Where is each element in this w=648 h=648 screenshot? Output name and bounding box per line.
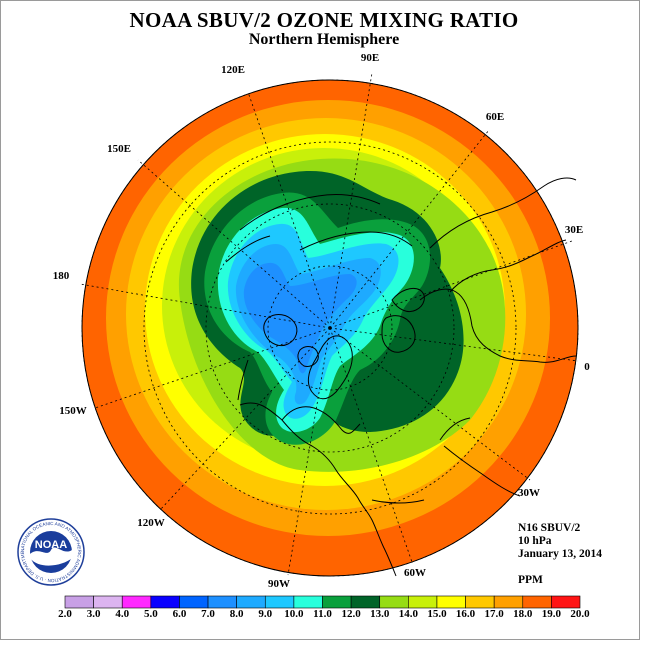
colorbar-swatch <box>264 595 295 609</box>
image-frame <box>0 0 640 640</box>
pressure-level-label: 10 hPa <box>518 535 552 547</box>
colorbar-swatch <box>493 595 524 609</box>
colorbar-tick-label: 17.0 <box>484 608 504 620</box>
colorbar-tick-label: 15.0 <box>427 608 447 620</box>
lon-label-30e: 30E <box>565 224 583 236</box>
colorbar-tick-labels: 2.0 3.0 4.0 5.0 6.0 7.0 8.0 9.0 10.0 11.0 12.0 13.0… <box>0 608 648 622</box>
colorbar-tick-label: 18.0 <box>513 608 533 620</box>
coastlines <box>225 177 577 577</box>
colorbar-tick-label: 10.0 <box>284 608 304 620</box>
colorbar-tick-label: 12.0 <box>341 608 361 620</box>
colorbar-tick-label: 16.0 <box>455 608 476 620</box>
colorbar-tick-label: 2.0 <box>58 608 72 620</box>
colorbar-swatch <box>121 595 152 609</box>
colorbar-tick-label: 8.0 <box>229 608 244 620</box>
colorbar-tick-label: 13.0 <box>370 608 390 620</box>
lon-label-180: 180 <box>53 270 70 282</box>
colorbar-tick-label: 19.0 <box>541 608 561 620</box>
lon-label-60e: 60E <box>486 111 504 123</box>
colorbar-swatch <box>522 595 552 609</box>
colorbar-tick-label: 5.0 <box>143 608 158 620</box>
colorbar-swatch <box>93 595 123 609</box>
lon-label-0: 0 <box>584 361 590 373</box>
colorbar-swatch <box>150 595 180 609</box>
longitude-labels: 90E 60E 30E 0 30W 60W 90W 120W 150W 180 … <box>53 52 591 590</box>
lon-label-120e: 120E <box>221 64 245 76</box>
lon-label-150w: 150W <box>59 405 87 417</box>
lon-label-60w: 60W <box>404 567 426 579</box>
colorbar-swatch <box>64 595 94 609</box>
colorbar-tick-label: 11.0 <box>313 608 332 620</box>
logo-center-text: NOAA <box>35 539 67 551</box>
lon-label-120w: 120W <box>137 517 165 529</box>
colorbar <box>64 595 581 609</box>
colorbar-tick-label: 6.0 <box>172 608 187 620</box>
colorbar-tick-label: 3.0 <box>86 608 101 620</box>
contour-band-7 <box>243 262 357 374</box>
colorbar-swatch <box>436 595 466 609</box>
map-boundary <box>81 79 579 577</box>
colorbar-swatch <box>236 595 266 609</box>
colorbar-swatch <box>322 595 352 609</box>
colorbar-swatch <box>179 595 209 609</box>
colorbar-tick-label: 14.0 <box>398 608 418 620</box>
colorbar-tick-label: 20.0 <box>570 608 590 620</box>
colorbar-swatch <box>379 595 409 609</box>
satellite-label: N16 SBUV/2 <box>518 522 581 534</box>
page-subtitle: Northern Hemisphere <box>248 31 400 48</box>
units-label: PPM <box>518 574 543 586</box>
colorbar-swatch <box>350 595 381 609</box>
colorbar-tick-label: 9.0 <box>258 608 273 620</box>
colorbar-swatch <box>551 595 581 609</box>
colorbar-tick-label: 4.0 <box>115 608 130 620</box>
date-label: January 13, 2014 <box>518 548 603 560</box>
logo-wave <box>30 547 72 566</box>
ozone-field <box>82 80 578 576</box>
colorbar-swatch <box>465 595 495 609</box>
colorbar-swatch <box>293 595 323 609</box>
lon-label-90e: 90E <box>361 52 379 64</box>
lon-label-30w: 30W <box>518 487 540 499</box>
colorbar-swatch <box>207 595 237 609</box>
colorbar-tick-label: 7.0 <box>201 608 215 620</box>
lon-label-90w: 90W <box>268 578 290 590</box>
noaa-logo: NOAA NATIONAL OCEANIC AND ATMOSPHERIC AD… <box>17 518 85 586</box>
lon-label-150e: 150E <box>107 143 131 155</box>
colorbar-swatch <box>408 595 438 609</box>
page-title: NOAA SBUV/2 OZONE MIXING RATIO <box>129 8 519 32</box>
